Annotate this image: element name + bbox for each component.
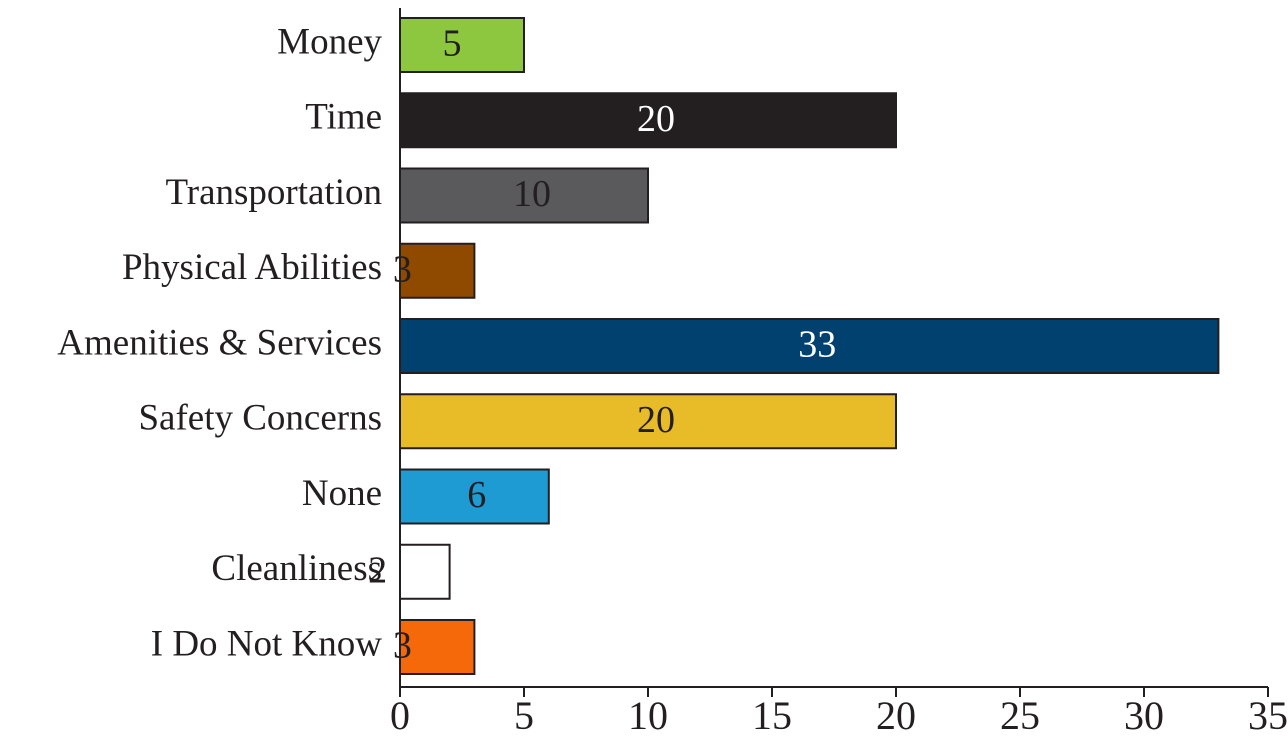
x-tick-label: 5: [514, 693, 534, 738]
x-tick-label: 0: [390, 693, 410, 738]
x-tick-label: 25: [1000, 693, 1040, 738]
category-label: Amenities & Services: [57, 322, 382, 363]
value-label: 33: [798, 324, 836, 366]
category-label: I Do Not Know: [151, 623, 383, 664]
bar: [399, 17, 525, 73]
bar: [399, 393, 897, 450]
x-tick-label: 10: [628, 693, 668, 738]
bar: [399, 242, 476, 299]
category-label: Physical Abilities: [122, 247, 382, 288]
category-label: Safety Concerns: [138, 398, 382, 439]
category-label: Money: [277, 21, 382, 62]
value-label: 3: [393, 625, 412, 667]
bar: [399, 543, 451, 600]
category-label: None: [302, 473, 382, 514]
x-tick-label: 20: [876, 693, 916, 738]
bar: [399, 318, 1220, 374]
value-label: 6: [467, 474, 486, 516]
value-label: 20: [637, 98, 675, 140]
x-tick-label: 15: [752, 693, 792, 738]
category-label: Transportation: [165, 172, 382, 213]
category-label: Time: [305, 97, 382, 138]
value-label: 20: [637, 399, 675, 441]
category-label: Cleanliness: [211, 548, 382, 589]
value-label: 10: [513, 173, 551, 215]
value-label: 5: [443, 23, 462, 65]
bar: [399, 167, 649, 224]
bar: [399, 92, 897, 149]
value-label: 2: [368, 549, 387, 591]
x-tick-label: 30: [1124, 693, 1164, 738]
bar: [399, 619, 476, 675]
x-tick-label: 35: [1248, 693, 1288, 738]
value-label: 3: [393, 248, 412, 290]
